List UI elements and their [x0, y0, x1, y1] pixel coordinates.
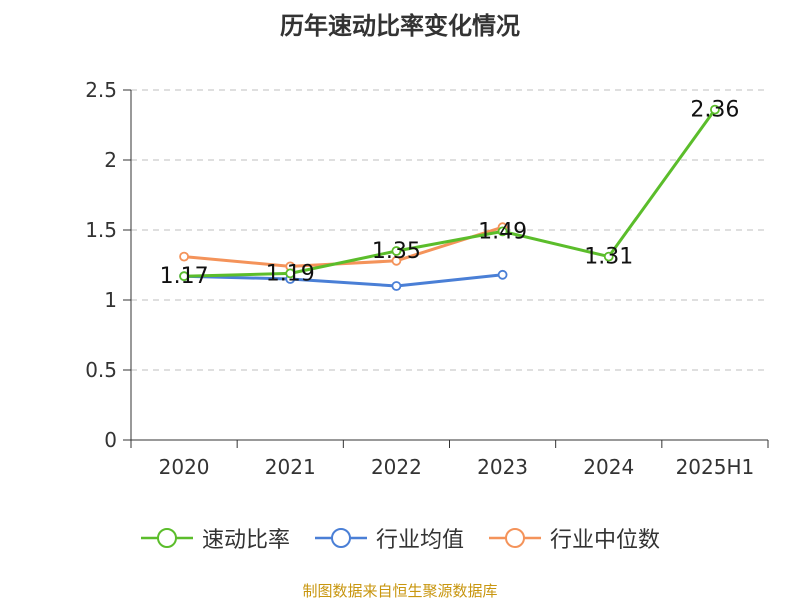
legend-swatch-marker: [156, 528, 177, 548]
data-label: 1.19: [266, 261, 315, 286]
data-label: 1.31: [584, 245, 633, 270]
data-label: 1.17: [160, 264, 209, 289]
legend-swatch: [314, 528, 367, 548]
x-tick-label: 2024: [583, 455, 634, 479]
axes: 0 0.5 1 1.5 2 2.5 2020 2021 2022 2023 2024 2025H1: [85, 78, 769, 479]
data-point: [497, 226, 508, 237]
legend-label: 速动比率: [201, 528, 290, 553]
series-line: [184, 108, 717, 278]
data-point: [179, 271, 189, 282]
x-tick-label: 2021: [265, 455, 316, 479]
data-point: [710, 104, 720, 115]
y-tick-label: 1: [104, 288, 117, 312]
legend-swatch-marker: [330, 528, 351, 548]
y-tick-label: 0: [104, 428, 117, 452]
data-label: 2.36: [690, 98, 739, 123]
legend-item[interactable]: 行业中位数: [488, 522, 660, 554]
y-tick-label: 0.5: [85, 358, 117, 382]
data-label: 1.49: [478, 219, 527, 244]
data-point: [285, 268, 296, 279]
source-note: 制图数据来自恒生聚源数据库: [302, 582, 498, 600]
data-point: [391, 255, 402, 266]
x-tick-label: 2022: [371, 455, 422, 479]
legend-label: 行业中位数: [550, 528, 661, 553]
legend-swatch: [140, 528, 193, 548]
y-tick-label: 2.5: [85, 78, 117, 102]
y-tick-label: 1.5: [85, 218, 117, 242]
series-line: [183, 225, 504, 268]
data-point: [497, 269, 508, 280]
legend-item[interactable]: 速动比率: [140, 522, 290, 554]
data-point: [603, 251, 614, 262]
legend-swatch-marker: [505, 528, 525, 548]
series-line: [184, 273, 503, 288]
data-point: [391, 246, 402, 256]
series-lines: [179, 104, 720, 291]
x-tick-label: 2020: [159, 455, 210, 479]
legend-item[interactable]: 行业均值: [314, 522, 464, 554]
data-point: [391, 281, 402, 291]
data-point: [179, 251, 189, 262]
legend: 速动比率 行业均值 行业中位数: [0, 520, 800, 556]
gridlines: [131, 89, 768, 371]
y-tick-label: 2: [104, 148, 117, 172]
legend-label: 行业均值: [375, 528, 464, 553]
chart-title: 历年速动比率变化情况: [280, 12, 520, 40]
x-tick-label: 2025H1: [676, 455, 755, 479]
data-labels: 1.17 1.19 1.35 1.49 1.31 2.36: [160, 98, 740, 290]
x-tick-label: 2023: [477, 455, 528, 479]
data-label: 1.35: [372, 239, 421, 264]
legend-swatch: [489, 528, 541, 548]
